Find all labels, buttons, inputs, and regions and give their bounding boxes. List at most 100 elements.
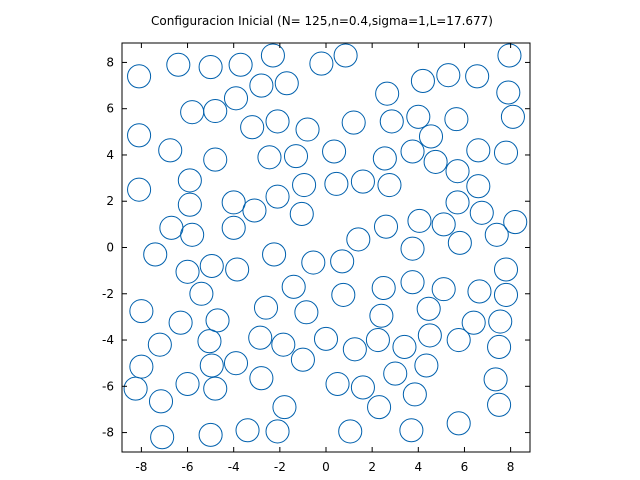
particle-10 <box>274 71 299 96</box>
particle-44 <box>350 169 375 194</box>
particle-20 <box>240 115 265 140</box>
x-tick-label: 8 <box>507 460 515 474</box>
particle-43 <box>324 171 349 196</box>
particle-5 <box>260 43 285 68</box>
particle-125 <box>446 411 471 436</box>
particle-104 <box>290 347 315 372</box>
particle-95 <box>342 337 367 362</box>
particle-112 <box>383 361 408 386</box>
y-tick-label: -6 <box>102 379 114 393</box>
particle-89 <box>488 309 513 334</box>
particle-21 <box>265 109 290 134</box>
y-tick-label: 6 <box>106 102 114 116</box>
y-tick-label: 8 <box>106 55 114 69</box>
particle-105 <box>414 353 439 378</box>
particle-64 <box>143 242 168 267</box>
particle-55 <box>180 222 205 247</box>
particle-97 <box>392 334 417 360</box>
x-tick-label: -2 <box>274 460 286 474</box>
particle-4 <box>228 52 253 77</box>
particle-45 <box>377 173 402 198</box>
particle-93 <box>271 332 296 357</box>
particle-86 <box>369 303 394 328</box>
particle-96 <box>365 327 390 353</box>
particle-79 <box>467 279 492 304</box>
particle-106 <box>123 376 148 401</box>
particle-76 <box>371 275 396 301</box>
particle-92 <box>248 325 273 350</box>
particle-67 <box>330 249 355 274</box>
particle-99 <box>446 327 471 353</box>
particle-3 <box>198 55 223 80</box>
particle-90 <box>147 332 172 357</box>
particle-65 <box>262 242 287 267</box>
particle-50 <box>265 184 290 209</box>
x-axis: -8 -6 -4 -2 0 2 4 6 8 <box>135 43 514 474</box>
particle-102 <box>199 353 224 378</box>
particle-124 <box>399 418 424 443</box>
particle-103 <box>223 351 249 376</box>
particle-17 <box>180 100 205 125</box>
chart-title: Configuracion Inicial (N= 125,n=0.4,sigm… <box>151 14 493 28</box>
particle-98 <box>417 323 442 348</box>
particle-72 <box>493 257 519 282</box>
particle-13 <box>465 64 490 89</box>
particle-38 <box>466 138 491 163</box>
particle-118 <box>487 392 512 417</box>
particle-110 <box>325 371 350 397</box>
particle-78 <box>431 277 456 302</box>
particle-42 <box>292 173 317 198</box>
particle-6 <box>309 51 334 76</box>
particle-58 <box>373 214 399 239</box>
y-axis: -8 -6 -4 -2 0 2 4 6 8 <box>102 55 530 440</box>
particle-39 <box>493 140 519 165</box>
particle-25 <box>406 104 431 129</box>
particle-123 <box>338 419 363 444</box>
x-tick-label: 0 <box>322 460 330 474</box>
particle-85 <box>294 300 319 325</box>
particle-46 <box>466 174 491 199</box>
particle-100 <box>487 334 512 360</box>
particle-27 <box>500 104 525 129</box>
particle-41 <box>177 168 202 193</box>
particle-8 <box>497 43 522 68</box>
particle-113 <box>483 367 508 392</box>
particle-62 <box>484 222 509 247</box>
particle-28 <box>418 124 444 149</box>
particle-63 <box>503 210 528 235</box>
particles-layer <box>123 43 528 450</box>
particle-52 <box>445 190 470 215</box>
particle-111 <box>350 375 375 400</box>
particle-114 <box>148 389 174 414</box>
particle-48 <box>221 190 246 215</box>
particle-84 <box>253 295 279 320</box>
particle-81 <box>129 299 154 324</box>
particle-56 <box>221 215 246 240</box>
particle-15 <box>375 81 400 106</box>
particle-83 <box>205 308 230 333</box>
x-tick-label: -8 <box>135 460 147 474</box>
particle-57 <box>346 227 371 252</box>
particle-87 <box>416 296 441 321</box>
particle-80 <box>493 282 519 307</box>
particle-71 <box>225 257 250 282</box>
particle-88 <box>461 310 486 335</box>
particle-59 <box>407 208 432 233</box>
particle-40 <box>127 177 152 202</box>
y-tick-label: 4 <box>106 148 114 162</box>
particle-69 <box>175 259 200 284</box>
y-tick-label: 0 <box>106 241 114 255</box>
particle-49 <box>242 198 267 223</box>
particle-23 <box>341 110 366 135</box>
particle-35 <box>400 139 425 164</box>
particle-32 <box>283 144 309 169</box>
particle-54 <box>159 215 184 240</box>
x-tick-label: 4 <box>414 460 422 474</box>
y-tick-label: -2 <box>102 287 114 301</box>
particle-22 <box>295 117 320 142</box>
particle-73 <box>189 281 214 306</box>
particle-16 <box>223 86 249 111</box>
particle-116 <box>367 395 392 420</box>
particle-29 <box>158 138 183 163</box>
particle-26 <box>444 107 469 132</box>
